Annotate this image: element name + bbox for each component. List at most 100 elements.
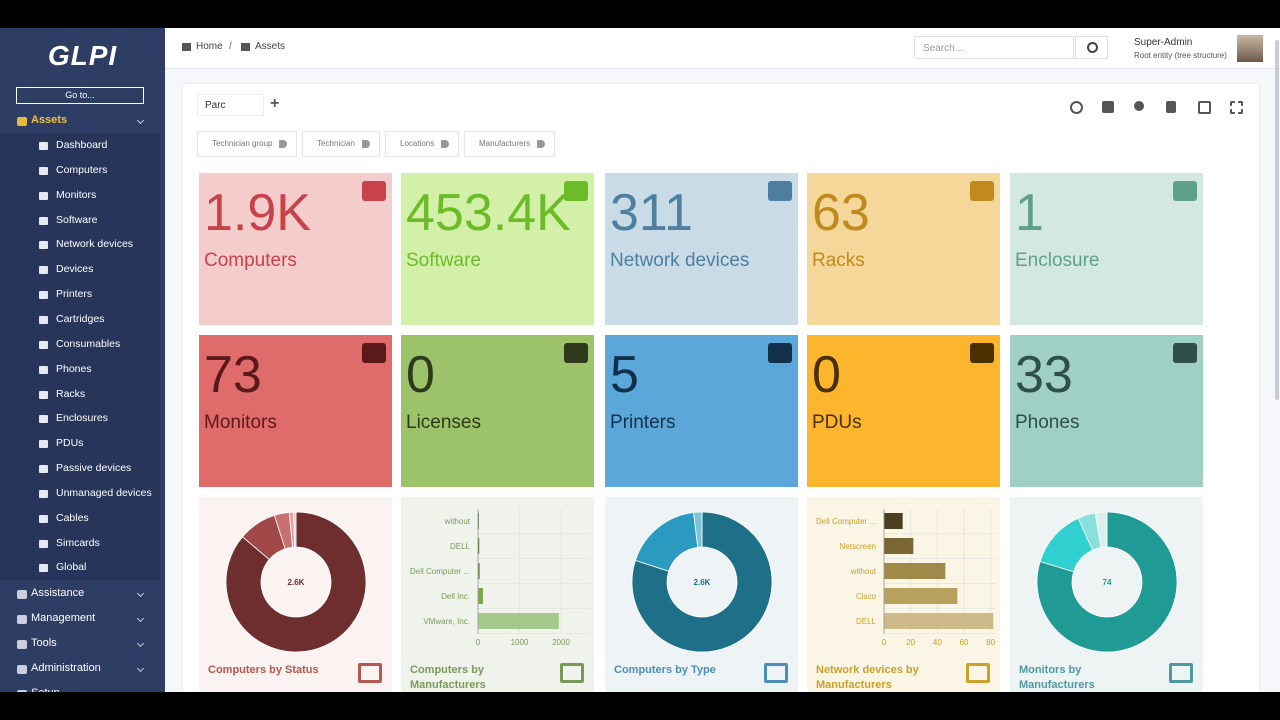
menu-section[interactable]: Setup xyxy=(31,687,60,692)
fullscreen-icon[interactable] xyxy=(1230,101,1243,114)
menu-section[interactable]: Administration xyxy=(31,662,101,675)
tag-icon xyxy=(361,140,370,148)
stat-card[interactable]: 453.4K Software xyxy=(401,173,594,325)
menu-item[interactable]: Passive devices xyxy=(56,462,132,475)
widget-chart: 0 20 40 60 80 Dell Computer ... Netscreen witho… xyxy=(816,509,996,647)
menu-item[interactable]: Phones xyxy=(56,362,92,375)
menu-item[interactable]: Consumables xyxy=(56,337,121,350)
donut-slice xyxy=(225,511,367,653)
filter-chip[interactable]: Technician group xyxy=(197,131,298,157)
widget[interactable]: 2.6K Computers by Status xyxy=(199,497,392,692)
stat-card[interactable]: 311 Network devices xyxy=(605,173,798,325)
card-icon xyxy=(362,181,386,201)
menu-item[interactable]: Devices xyxy=(56,263,94,276)
menu-item[interactable]: Cables xyxy=(56,511,89,524)
x-tick-label: 1000 xyxy=(511,638,529,647)
menu-item[interactable]: PDUs xyxy=(56,437,84,450)
crumb-icon xyxy=(241,43,250,51)
user-name[interactable]: Super-Admin xyxy=(1134,37,1193,48)
menu-icon xyxy=(17,590,27,600)
share-icon[interactable] xyxy=(1134,101,1144,111)
dashboard-select[interactable]: Parc xyxy=(197,94,264,116)
separator: / xyxy=(229,41,232,52)
item-icon xyxy=(39,390,48,399)
stat-card[interactable]: 63 Racks xyxy=(807,173,1000,325)
card-label: Enclosure xyxy=(1015,250,1100,271)
y-tick-label: Dell Computer ... xyxy=(816,517,876,526)
chevron xyxy=(136,116,145,125)
item-icon xyxy=(39,241,48,250)
menu-item[interactable]: Computers xyxy=(56,163,108,176)
filter-chip[interactable]: Technician xyxy=(302,131,380,157)
stat-card[interactable]: 0 Licenses xyxy=(401,335,594,487)
card-icon xyxy=(768,181,792,201)
filter-chip[interactable]: Manufacturers xyxy=(464,131,556,157)
breadcrumb-item[interactable]: Assets xyxy=(255,41,286,52)
item-icon xyxy=(39,489,48,498)
y-tick-label: Cisco xyxy=(856,592,877,601)
bar xyxy=(478,588,483,604)
menu-item[interactable]: Monitors xyxy=(56,188,97,201)
search-input[interactable]: Search... xyxy=(914,36,1074,59)
logo: GLPI xyxy=(47,40,118,71)
widget-chart: 0 1000 2000 without DELL Dell Computer ... Del… xyxy=(410,509,590,647)
card-icon xyxy=(1173,181,1197,201)
sidebar: GLPI Go to... Assets Dashboard Computers Mo… xyxy=(0,28,165,692)
widget[interactable]: 0 1000 2000 without DELL Dell Computer ... Del… xyxy=(401,497,594,692)
breadcrumb-item[interactable]: Home xyxy=(196,41,223,52)
widget[interactable]: 2.6K Computers by Type xyxy=(605,497,798,692)
tag-icon xyxy=(279,140,288,148)
menu-item[interactable]: Printers xyxy=(56,288,93,301)
menu-item[interactable]: Dashboard xyxy=(56,139,108,151)
stat-card[interactable]: 33 Phones xyxy=(1010,335,1203,487)
tag-icon xyxy=(441,140,450,148)
menu-item[interactable]: Racks xyxy=(56,387,86,400)
menu-item[interactable]: Cartridges xyxy=(56,312,105,325)
search-button[interactable] xyxy=(1075,36,1108,59)
history-icon[interactable] xyxy=(1070,101,1083,114)
widget[interactable]: 74 Monitors by Manufacturers xyxy=(1010,497,1203,692)
add-button[interactable]: + xyxy=(270,95,280,112)
stat-card[interactable]: 73 Monitors xyxy=(199,335,392,487)
item-icon xyxy=(39,142,48,150)
widget-chart: 2.6K xyxy=(225,511,367,653)
stat-card[interactable]: 1 Enclosure xyxy=(1010,173,1203,325)
widget-icon xyxy=(358,663,382,683)
y-tick-label: DELL xyxy=(856,617,877,626)
x-tick-label: 40 xyxy=(933,638,942,647)
menu-item[interactable]: Enclosures xyxy=(56,412,108,425)
avatar[interactable] xyxy=(1237,35,1263,62)
card-label: Monitors xyxy=(204,412,277,433)
goto-button[interactable]: Go to... xyxy=(16,87,144,104)
widget[interactable]: 0 20 40 60 80 Dell Computer ... Netscreen witho… xyxy=(807,497,1000,692)
stat-card[interactable]: 0 PDUs xyxy=(807,335,1000,487)
bar xyxy=(884,563,946,579)
clone-icon[interactable] xyxy=(1102,101,1114,113)
bar xyxy=(884,538,914,554)
user-entity[interactable]: Root entity (tree structure) xyxy=(1134,51,1227,60)
card-label: PDUs xyxy=(812,412,862,433)
menu-section[interactable]: Assets xyxy=(31,114,68,126)
widget-title: Monitors by Manufacturers xyxy=(1019,664,1095,691)
menu-section[interactable]: Assistance xyxy=(31,587,85,600)
card-icon xyxy=(970,181,994,201)
menu-section[interactable]: Tools xyxy=(31,637,57,650)
item-icon xyxy=(39,440,48,449)
stat-card[interactable]: 1.9K Computers xyxy=(199,173,392,325)
item-icon xyxy=(39,564,48,573)
edit-icon[interactable] xyxy=(1198,101,1211,114)
stat-card[interactable]: 5 Printers xyxy=(605,335,798,487)
menu-item[interactable]: Unmanaged devices xyxy=(56,486,152,499)
menu-icon xyxy=(17,640,27,650)
delete-icon[interactable] xyxy=(1166,101,1176,113)
menu-section[interactable]: Management xyxy=(31,612,96,625)
menu-item[interactable]: Simcards xyxy=(56,536,100,549)
card-icon xyxy=(564,343,588,363)
menu-item[interactable]: Software xyxy=(56,213,98,226)
menu-item[interactable]: Global xyxy=(56,561,87,574)
card-value: 73 xyxy=(204,346,262,404)
menu-item[interactable]: Network devices xyxy=(56,238,134,251)
filter-chip[interactable]: Locations xyxy=(385,131,460,157)
y-tick-label: without xyxy=(444,517,471,526)
donut-slice xyxy=(631,511,773,653)
